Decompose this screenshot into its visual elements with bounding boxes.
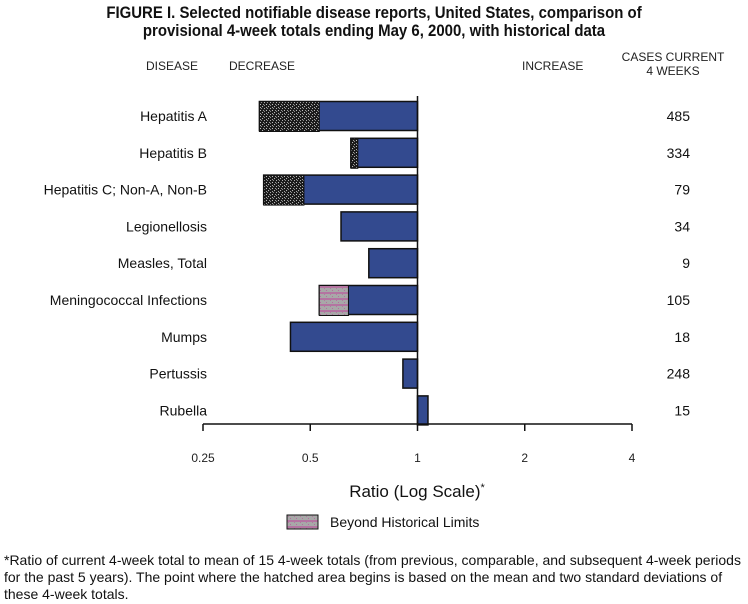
- x-tick-label: 2: [521, 451, 528, 465]
- category-label: Measles, Total: [118, 255, 207, 271]
- cases-value: 248: [667, 366, 691, 382]
- cases-value: 15: [674, 402, 690, 418]
- x-tick-label: 0.5: [302, 451, 319, 465]
- chart-title: FIGURE I. Selected notifiable disease re…: [45, 4, 703, 40]
- footnote: *Ratio of current 4-week total to mean o…: [4, 552, 741, 602]
- category-label: Hepatitis B: [139, 145, 207, 161]
- cases-value: 79: [674, 182, 690, 198]
- cases-value: 9: [682, 255, 690, 271]
- beyond-limits-hatch: [318, 285, 349, 316]
- cases-value: 34: [674, 218, 690, 234]
- bar: [340, 211, 419, 242]
- beyond-limits-hatch: [258, 101, 320, 132]
- legend-label: Beyond Historical Limits: [330, 514, 479, 530]
- category-label: Hepatitis A: [140, 108, 208, 124]
- bar: [368, 247, 419, 279]
- bar: [289, 321, 419, 353]
- category-label: Pertussis: [149, 366, 207, 382]
- header-cases-line2: 4 WEEKS: [646, 64, 700, 78]
- header-decrease: DECREASE: [229, 59, 296, 73]
- category-label: Legionellosis: [126, 218, 207, 234]
- header-cases: CASES CURRENT 4 WEEKS: [598, 50, 748, 78]
- category-label: Hepatitis C; Non-A, Non-B: [44, 182, 207, 198]
- title-line-2: provisional 4-week totals ending May 6, …: [142, 21, 606, 40]
- header-disease: DISEASE: [146, 59, 199, 73]
- legend-swatch: [286, 514, 319, 530]
- x-tick-label: 1: [414, 451, 421, 465]
- beyond-limits-hatch: [263, 174, 305, 206]
- bar: [402, 358, 419, 389]
- beyond-limits-hatch: [350, 137, 359, 169]
- header-cases-line1: CASES CURRENT: [621, 50, 725, 64]
- category-label: Rubella: [160, 402, 208, 418]
- category-label: Mumps: [161, 329, 207, 345]
- x-tick-label: 0.25: [191, 451, 215, 465]
- bar: [350, 137, 419, 169]
- title-line-1: FIGURE I. Selected notifiable disease re…: [106, 3, 642, 22]
- bar: [416, 395, 429, 426]
- x-axis-label-mark: *: [481, 482, 486, 494]
- x-tick-label: 4: [629, 451, 636, 465]
- x-axis-label: Ratio (Log Scale)*: [349, 482, 485, 501]
- category-label: Meningococcal Infections: [50, 292, 207, 308]
- header-increase: INCREASE: [522, 59, 584, 73]
- cases-value: 18: [674, 329, 690, 345]
- cases-value: 105: [667, 292, 691, 308]
- cases-value: 485: [667, 108, 691, 124]
- cases-value: 334: [667, 145, 691, 161]
